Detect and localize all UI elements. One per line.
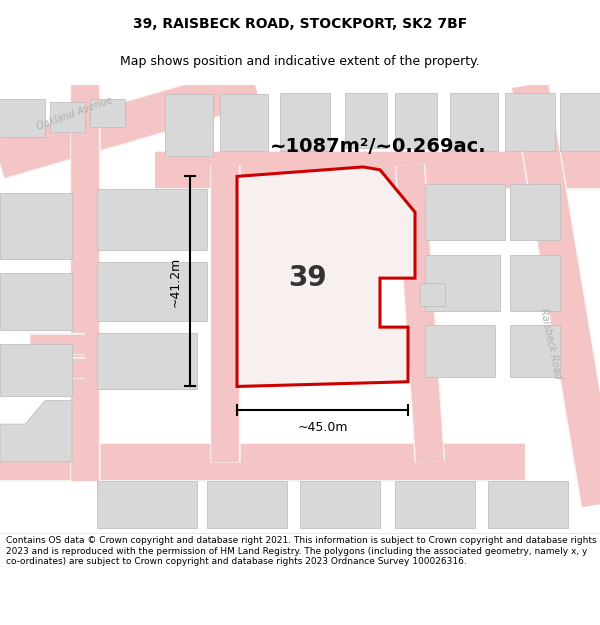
Bar xyxy=(247,321,377,377)
Bar xyxy=(50,102,85,132)
Bar xyxy=(395,481,475,528)
Bar xyxy=(97,262,207,321)
Bar xyxy=(395,94,437,148)
Bar xyxy=(425,325,495,377)
Polygon shape xyxy=(237,167,415,386)
Bar xyxy=(97,481,197,528)
Bar xyxy=(247,245,372,302)
Text: ~41.2m: ~41.2m xyxy=(169,256,182,306)
Bar xyxy=(0,193,72,259)
Text: ~1087m²/~0.269ac.: ~1087m²/~0.269ac. xyxy=(270,137,487,156)
Bar xyxy=(0,273,72,330)
Text: Raisbeck Road: Raisbeck Road xyxy=(538,308,562,381)
Bar xyxy=(280,92,330,151)
Bar xyxy=(450,92,498,151)
Bar xyxy=(247,189,357,236)
Text: Contains OS data © Crown copyright and database right 2021. This information is : Contains OS data © Crown copyright and d… xyxy=(6,536,596,566)
Bar xyxy=(97,332,197,389)
Bar xyxy=(505,92,555,151)
Bar xyxy=(0,344,72,396)
Polygon shape xyxy=(0,401,72,462)
Text: 39: 39 xyxy=(289,264,328,292)
Bar xyxy=(300,481,380,528)
Text: Map shows position and indicative extent of the property.: Map shows position and indicative extent… xyxy=(120,55,480,68)
Bar xyxy=(207,481,287,528)
Bar xyxy=(220,94,268,151)
Polygon shape xyxy=(420,283,445,306)
Bar xyxy=(510,184,560,241)
Text: ~45.0m: ~45.0m xyxy=(297,421,348,434)
Bar xyxy=(488,481,568,528)
Bar xyxy=(510,254,560,311)
Bar xyxy=(425,184,505,241)
Bar xyxy=(560,92,600,151)
Bar xyxy=(165,94,213,156)
Bar xyxy=(345,94,387,148)
Bar xyxy=(90,99,125,127)
Bar xyxy=(510,325,560,377)
Text: Oakland Avenue: Oakland Avenue xyxy=(35,95,114,132)
Bar xyxy=(425,254,500,311)
Bar xyxy=(97,189,207,250)
Bar xyxy=(0,99,45,137)
Text: 39, RAISBECK ROAD, STOCKPORT, SK2 7BF: 39, RAISBECK ROAD, STOCKPORT, SK2 7BF xyxy=(133,17,467,31)
